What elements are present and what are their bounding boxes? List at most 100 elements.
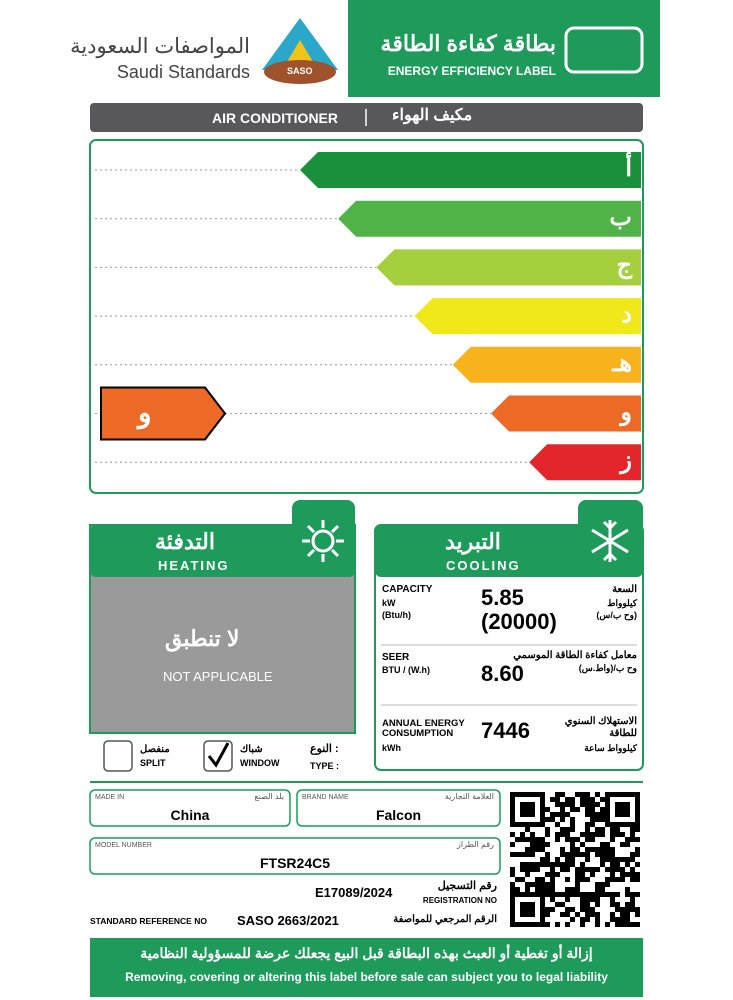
- qr-module: [590, 847, 595, 852]
- qr-module: [545, 882, 550, 887]
- heating-en: HEATING: [158, 558, 230, 573]
- qr-module: [625, 857, 630, 862]
- registration-en: REGISTRATION NO: [422, 896, 497, 905]
- qr-module: [585, 902, 590, 907]
- qr-module: [570, 857, 575, 862]
- qr-module: [560, 912, 565, 917]
- qr-module: [575, 887, 580, 892]
- capacity-ar: السعة: [612, 584, 637, 595]
- qr-module: [605, 882, 610, 887]
- heating-ar: التدفئة: [155, 529, 215, 554]
- qr-module: [620, 842, 625, 847]
- qr-module: [635, 837, 640, 842]
- qr-module: [575, 872, 580, 877]
- na-ar: لا تنطبق: [165, 626, 240, 651]
- rating-bar: [300, 152, 641, 188]
- rating-bar: [338, 200, 641, 237]
- qr-module: [575, 792, 580, 797]
- qr-module: [605, 922, 610, 927]
- qr-module: [595, 882, 600, 887]
- qr-module: [545, 842, 550, 847]
- qr-module: [540, 862, 545, 867]
- type-option-en: SPLIT: [140, 758, 166, 768]
- qr-module: [570, 822, 575, 827]
- rating-class: ز: [620, 447, 632, 475]
- qr-module: [635, 862, 640, 867]
- field-label-ar: بلد الصنع: [254, 792, 284, 801]
- qr-module: [510, 882, 515, 887]
- qr-module: [565, 812, 570, 817]
- qr-module: [610, 867, 615, 872]
- qr-module: [600, 882, 605, 887]
- qr-module: [550, 877, 555, 882]
- type-option-ar: شباك: [240, 744, 263, 755]
- qr-module: [595, 922, 600, 927]
- rating-bar: [376, 249, 641, 286]
- qr-module: [630, 892, 635, 897]
- qr-module: [620, 867, 625, 872]
- qr-module: [580, 802, 585, 807]
- qr-module: [610, 902, 615, 907]
- qr-module: [550, 887, 555, 892]
- qr-module: [550, 897, 555, 902]
- qr-finder: [615, 802, 630, 817]
- qr-module: [585, 877, 590, 882]
- qr-module: [615, 902, 620, 907]
- qr-module: [565, 877, 570, 882]
- qr-module: [525, 837, 530, 842]
- qr-finder: [520, 902, 535, 917]
- qr-module: [635, 892, 640, 897]
- qr-module: [565, 887, 570, 892]
- qr-module: [620, 877, 625, 882]
- qr-module: [600, 832, 605, 837]
- rating-class: أ: [625, 155, 632, 182]
- qr-module: [635, 847, 640, 852]
- qr-module: [635, 872, 640, 877]
- capacity-value2: (20000): [481, 609, 557, 634]
- qr-module: [610, 847, 615, 852]
- qr-module: [625, 892, 630, 897]
- qr-module: [600, 827, 605, 832]
- qr-module: [545, 887, 550, 892]
- qr-module: [565, 802, 570, 807]
- qr-module: [525, 827, 530, 832]
- qr-module: [585, 852, 590, 857]
- snowflake-icon: [591, 520, 629, 562]
- qr-module: [605, 842, 610, 847]
- qr-module: [535, 837, 540, 842]
- qr-module: [560, 827, 565, 832]
- qr-module: [575, 837, 580, 842]
- standard-value: SASO 2663/2021: [237, 913, 339, 928]
- qr-module: [540, 837, 545, 842]
- qr-module: [585, 912, 590, 917]
- qr-module: [560, 902, 565, 907]
- seer-unit: BTU / (W.h): [382, 665, 430, 675]
- qr-module: [615, 877, 620, 882]
- qr-module: [630, 857, 635, 862]
- qr-module: [590, 897, 595, 902]
- rating-class: ب: [609, 203, 632, 231]
- qr-module: [575, 867, 580, 872]
- qr-module: [635, 852, 640, 857]
- qr-module: [545, 827, 550, 832]
- qr-module: [590, 867, 595, 872]
- qr-module: [610, 827, 615, 832]
- qr-module: [560, 792, 565, 797]
- qr-module: [555, 922, 560, 927]
- qr-module: [600, 807, 605, 812]
- qr-module: [630, 877, 635, 882]
- qr-module: [525, 847, 530, 852]
- qr-module: [575, 892, 580, 897]
- qr-module: [530, 847, 535, 852]
- qr-module: [630, 827, 635, 832]
- registration-value: E17089/2024: [315, 885, 393, 900]
- qr-module: [580, 892, 585, 897]
- qr-module: [585, 792, 590, 797]
- qr-module: [620, 922, 625, 927]
- footer-band: [90, 938, 643, 997]
- type-option-ar: منفصل: [140, 744, 170, 755]
- qr-module: [610, 857, 615, 862]
- rating-class: هـ: [612, 349, 632, 377]
- qr-module: [635, 912, 640, 917]
- field-label-en: MODEL NUMBER: [95, 842, 152, 849]
